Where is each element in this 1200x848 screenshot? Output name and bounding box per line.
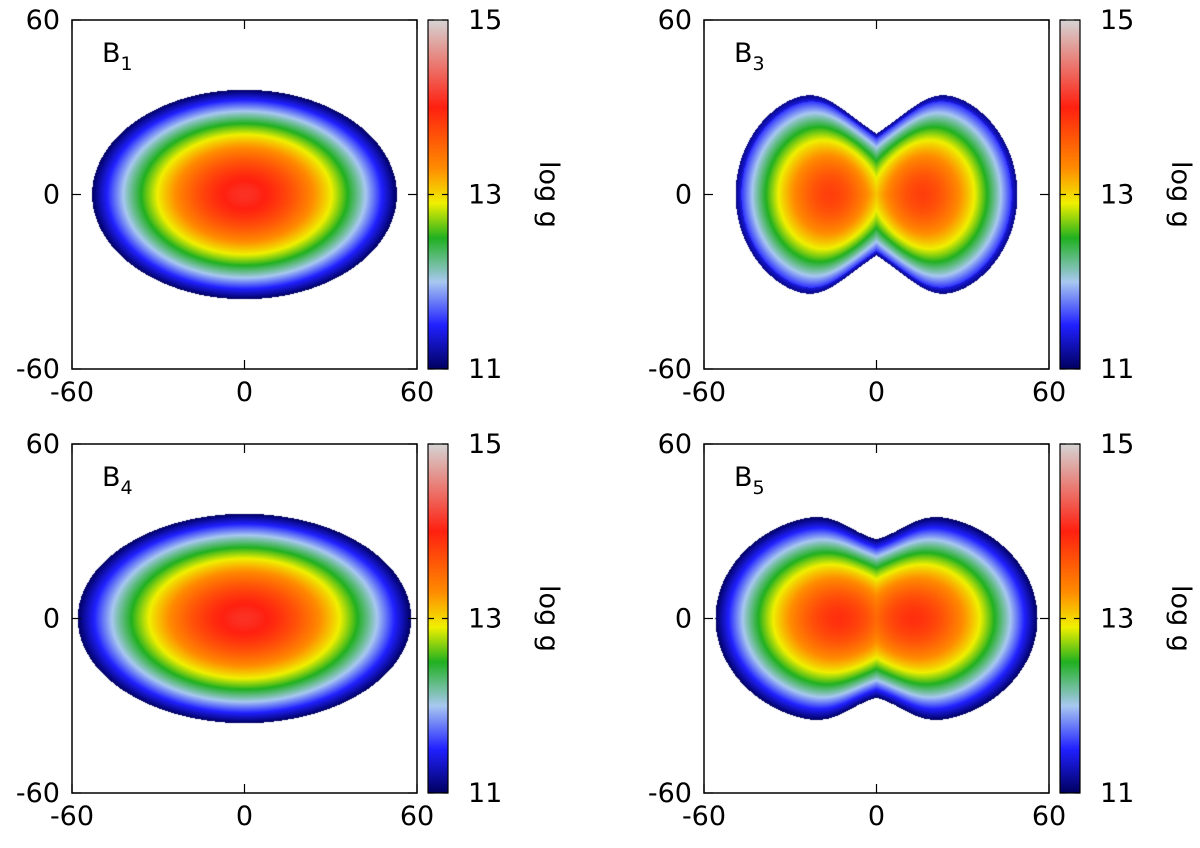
x-tick-label: 60 — [400, 801, 434, 832]
heatmap-image — [704, 20, 1049, 369]
colorbar-tick-label: 15 — [1100, 5, 1134, 36]
x-tick-label: -60 — [50, 801, 94, 832]
y-tick-label: 60 — [658, 429, 692, 460]
x-tick-label: 60 — [400, 377, 434, 408]
y-tick-label: -60 — [16, 778, 60, 809]
x-tick-label: -60 — [682, 377, 726, 408]
y-tick-label: -60 — [648, 778, 692, 809]
colorbar-label: log g — [1165, 585, 1196, 652]
y-tick-label: 0 — [675, 604, 692, 635]
x-tick-label: 0 — [236, 801, 253, 832]
colorbar-tick-label: 11 — [468, 354, 502, 385]
colorbar-tick-label: 11 — [1100, 354, 1134, 385]
y-tick-label: 0 — [675, 180, 692, 211]
y-tick-label: 0 — [43, 604, 60, 635]
panel-4: -60 0 60 -60 0 60 B5 11 13 15 log g — [648, 429, 1196, 832]
y-tick-label: 60 — [658, 5, 692, 36]
y-tick-label: 60 — [26, 429, 60, 460]
colorbar-tick-label: 15 — [468, 429, 502, 460]
x-tick-label: 0 — [236, 377, 253, 408]
colorbar-tick-label: 15 — [468, 5, 502, 36]
y-tick-label: 0 — [43, 180, 60, 211]
panel-3: -60 0 60 -60 0 60 B4 11 13 15 log g — [16, 429, 564, 832]
y-tick-label: -60 — [648, 354, 692, 385]
heatmap-image — [72, 444, 417, 793]
colorbar-tick-label: 15 — [1100, 429, 1134, 460]
colorbar-tick-label: 13 — [468, 604, 502, 635]
colorbar-tick-label: 11 — [1100, 778, 1134, 809]
heatmap-image — [72, 20, 417, 369]
y-tick-label: 60 — [26, 5, 60, 36]
colorbar-tick-label: 13 — [1100, 180, 1134, 211]
colorbar-tick-label: 13 — [1100, 604, 1134, 635]
panel-2: -60 0 60 -60 0 60 B3 11 13 15 log g — [648, 5, 1196, 408]
colorbar-label: log g — [1165, 161, 1196, 228]
x-tick-label: 60 — [1032, 377, 1066, 408]
y-tick-label: -60 — [16, 354, 60, 385]
heatmap-image — [704, 444, 1049, 793]
panel-1: -60 0 60 -60 0 60 B1 11 13 15 log g — [16, 5, 564, 408]
x-tick-label: 0 — [868, 801, 885, 832]
panel-label: B1 — [102, 38, 133, 75]
panel-label: B4 — [102, 462, 133, 499]
x-tick-label: 60 — [1032, 801, 1066, 832]
panel-label: B3 — [734, 38, 765, 75]
x-tick-label: 0 — [868, 377, 885, 408]
x-tick-label: -60 — [682, 801, 726, 832]
colorbar-tick-label: 13 — [468, 180, 502, 211]
colorbar-label: log g — [533, 585, 564, 652]
colorbar-tick-label: 11 — [468, 778, 502, 809]
x-tick-label: -60 — [50, 377, 94, 408]
panel-label: B5 — [734, 462, 765, 499]
colorbar-label: log g — [533, 161, 564, 228]
